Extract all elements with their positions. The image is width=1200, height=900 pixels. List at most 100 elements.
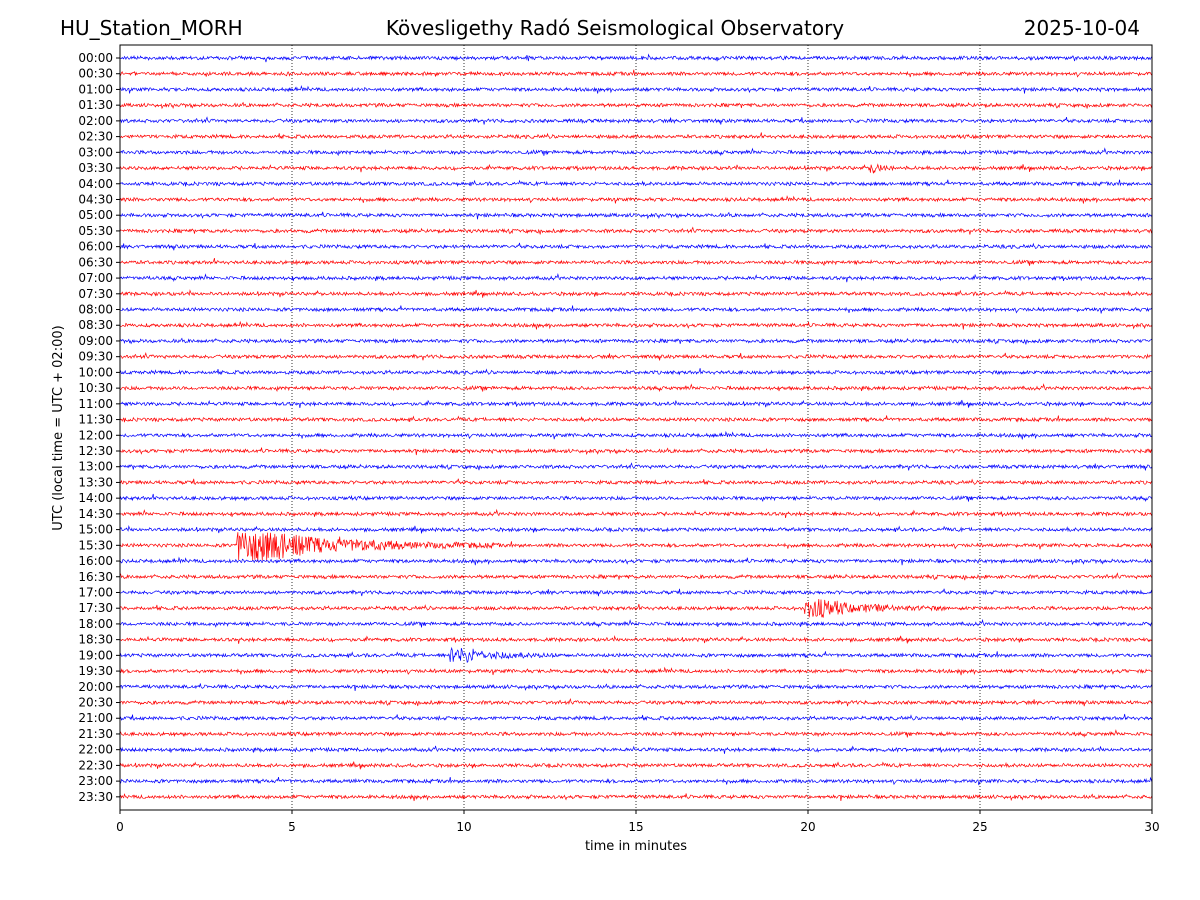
trace-0630 [119, 258, 1152, 267]
y-tick-label: 18:00 [78, 617, 113, 631]
trace-1800 [119, 618, 1153, 628]
y-tick-label: 12:00 [78, 428, 113, 442]
y-tick-label: 01:30 [78, 98, 113, 112]
seismic-traces [119, 53, 1153, 802]
trace-2030 [119, 697, 1153, 707]
y-tick-label: 10:00 [78, 365, 113, 379]
trace-1900 [119, 646, 1153, 664]
y-tick-label: 01:00 [78, 82, 113, 96]
y-tick-label: 22:30 [78, 758, 113, 772]
y-tick-label: 09:30 [78, 350, 113, 364]
trace-0600 [119, 242, 1153, 251]
y-tick-label: 23:00 [78, 774, 113, 788]
trace-1600 [119, 556, 1153, 566]
y-axis-label: UTC (local time = UTC + 02:00) [51, 325, 66, 530]
y-tick-label: 00:30 [78, 67, 113, 81]
trace-0700 [119, 272, 1153, 283]
y-tick-label: 17:00 [78, 585, 113, 599]
trace-1300 [119, 462, 1153, 471]
y-tick-label: 16:30 [78, 570, 113, 584]
y-tick-label: 23:30 [78, 790, 113, 804]
y-tick-label: 03:00 [78, 145, 113, 159]
x-tick-label: 30 [1144, 820, 1159, 834]
trace-1930 [119, 666, 1153, 676]
trace-2300 [119, 776, 1153, 786]
y-tick-label: 05:30 [78, 224, 113, 238]
y-tick-label: 07:30 [78, 287, 113, 301]
y-tick-label: 08:00 [78, 303, 113, 317]
trace-0930 [119, 352, 1153, 361]
trace-0900 [119, 337, 1153, 345]
trace-1330 [119, 478, 1153, 486]
y-tick-label: 15:00 [78, 523, 113, 537]
trace-2130 [119, 729, 1153, 738]
trace-0800 [119, 305, 1153, 314]
y-tick-label: 02:30 [78, 130, 113, 144]
trace-1700 [119, 588, 1153, 597]
y-tick-label: 06:00 [78, 240, 113, 254]
y-tick-label: 08:30 [78, 318, 113, 332]
x-tick-label: 0 [116, 820, 124, 834]
y-tick-label: 02:00 [78, 114, 113, 128]
y-tick-label: 17:30 [78, 601, 113, 615]
x-tick-label: 20 [800, 820, 815, 834]
trace-1230 [119, 447, 1153, 456]
grid-lines [291, 45, 981, 810]
y-tick-label: 09:00 [78, 334, 113, 348]
trace-1830 [119, 635, 1153, 644]
trace-2000 [119, 683, 1153, 691]
trace-0000 [119, 53, 1153, 63]
y-tick-label: 00:00 [78, 51, 113, 65]
trace-1130 [119, 415, 1153, 423]
trace-0230 [119, 132, 1153, 140]
trace-0330 [119, 163, 1153, 174]
trace-1430 [119, 508, 1153, 519]
y-tick-label: 04:30 [78, 192, 113, 206]
x-axis-label: time in minutes [585, 839, 687, 854]
trace-1500 [119, 524, 1153, 534]
x-tick-label: 10 [456, 820, 471, 834]
trace-0130 [119, 101, 1153, 110]
trace-0100 [119, 84, 1153, 94]
trace-1200 [119, 430, 1153, 440]
y-tick-label: 20:00 [78, 680, 113, 694]
y-tick-label: 10:30 [78, 381, 113, 395]
x-axis-ticks: 0 5 10 15 20 25 30 [116, 810, 1160, 834]
chart-date: 2025-10-04 [1024, 16, 1140, 40]
trace-2100 [119, 713, 1153, 722]
trace-0400 [119, 179, 1153, 187]
trace-0200 [119, 116, 1153, 125]
trace-1630 [119, 572, 1153, 581]
trace-2200 [119, 745, 1153, 754]
y-tick-label: 21:30 [78, 727, 113, 741]
trace-1000 [119, 368, 1153, 376]
y-tick-label: 11:30 [78, 413, 113, 427]
x-tick-label: 15 [628, 820, 643, 834]
trace-0030 [119, 69, 1153, 78]
trace-0730 [119, 289, 1153, 298]
y-tick-label: 16:00 [78, 554, 113, 568]
y-tick-label: 12:30 [78, 444, 113, 458]
y-tick-label: 15:30 [78, 538, 113, 552]
x-tick-label: 5 [288, 820, 296, 834]
y-tick-label: 22:00 [78, 743, 113, 757]
trace-1030 [119, 383, 1153, 393]
trace-2230 [119, 761, 1153, 770]
trace-1400 [119, 493, 1153, 503]
y-tick-label: 19:30 [78, 664, 113, 678]
trace-1730 [119, 598, 1153, 618]
y-tick-label: 13:00 [78, 460, 113, 474]
trace-0830 [119, 320, 1153, 330]
y-tick-label: 19:00 [78, 648, 113, 662]
y-tick-label: 21:00 [78, 711, 113, 725]
trace-0530 [119, 226, 1153, 235]
trace-1530 [119, 532, 1153, 562]
trace-1100 [119, 399, 1153, 409]
y-tick-label: 11:00 [78, 397, 113, 411]
y-tick-label: 06:30 [78, 255, 113, 269]
chart-title: Kövesligethy Radó Seismological Observat… [386, 16, 844, 40]
x-tick-label: 25 [972, 820, 987, 834]
trace-0430 [119, 195, 1153, 204]
